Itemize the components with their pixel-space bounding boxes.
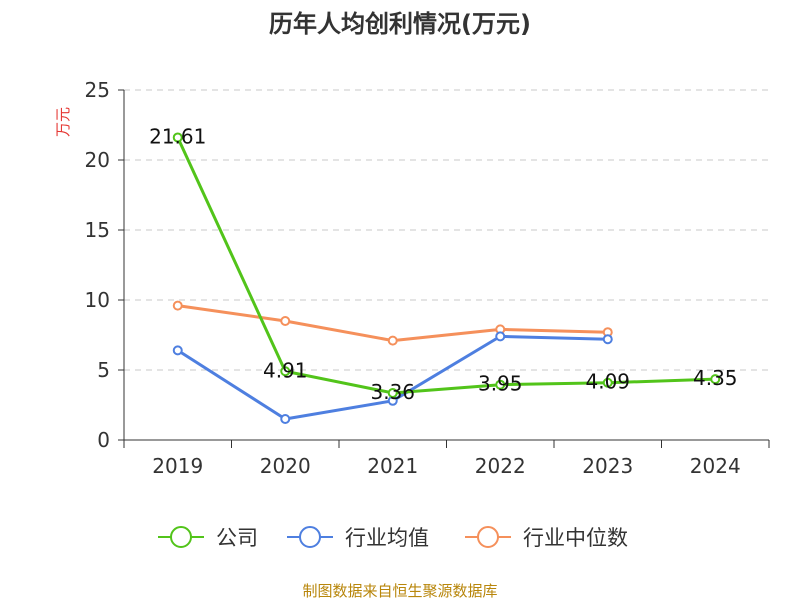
- data-point[interactable]: [172, 345, 183, 356]
- x-tick-label: 2019: [152, 454, 203, 478]
- y-tick-label: 15: [85, 218, 110, 242]
- y-tick-label: 25: [85, 78, 110, 102]
- series-line: [177, 304, 608, 343]
- y-axis-unit: 万元: [54, 107, 72, 137]
- legend-label: 公司: [216, 526, 258, 550]
- data-point[interactable]: [172, 300, 183, 311]
- data-point[interactable]: [387, 335, 398, 346]
- y-tick-label: 5: [97, 358, 110, 382]
- x-tick-label: 2023: [582, 454, 633, 478]
- y-tick-label: 20: [85, 148, 110, 172]
- data-point[interactable]: [280, 414, 291, 424]
- axes: 0 5 10 15 20 25 2019 2020 2021 2022 2023 2024: [85, 78, 770, 478]
- x-tick-label: 2024: [690, 454, 741, 478]
- data-point[interactable]: [280, 366, 291, 377]
- source-note: 制图数据来自恒生聚源数据库: [302, 582, 497, 600]
- x-tick-label: 2022: [475, 454, 526, 478]
- data-label: 4.09: [585, 370, 630, 394]
- y-tick-label: 10: [85, 288, 110, 312]
- data-point[interactable]: [602, 334, 613, 345]
- legend-marker: [170, 526, 192, 548]
- series-group: [172, 132, 721, 424]
- legend[interactable]: 公司 行业均值 行业中位数: [158, 526, 628, 550]
- legend-item[interactable]: 行业中位数: [465, 526, 628, 550]
- chart-title: 历年人均创利情况(万元): [269, 10, 531, 38]
- data-label: 4.35: [693, 366, 738, 390]
- legend-item[interactable]: 公司: [158, 526, 258, 550]
- x-tick-label: 2020: [260, 454, 311, 478]
- legend-label: 行业中位数: [523, 526, 628, 550]
- series-line: [176, 136, 716, 395]
- data-label: 21.61: [149, 124, 206, 148]
- series-line: [176, 334, 608, 421]
- data-point[interactable]: [387, 387, 398, 398]
- y-tick-label: 0: [97, 428, 110, 452]
- legend-item[interactable]: 行业均值: [287, 526, 429, 550]
- data-label: 3.36: [370, 380, 415, 404]
- data-label: 3.95: [478, 372, 523, 396]
- data-point[interactable]: [495, 379, 506, 390]
- data-point[interactable]: [710, 374, 721, 385]
- data-labels: 21.61 4.91 3.36 3.95 4.09 4.35: [149, 124, 738, 404]
- legend-marker: [299, 526, 321, 548]
- data-point[interactable]: [280, 316, 291, 326]
- data-point[interactable]: [172, 132, 183, 143]
- data-point[interactable]: [602, 377, 613, 388]
- data-point[interactable]: [495, 331, 506, 342]
- data-label: 4.91: [263, 358, 308, 382]
- legend-marker: [477, 526, 499, 548]
- x-tick-label: 2021: [367, 454, 418, 478]
- legend-label: 行业均值: [345, 526, 429, 550]
